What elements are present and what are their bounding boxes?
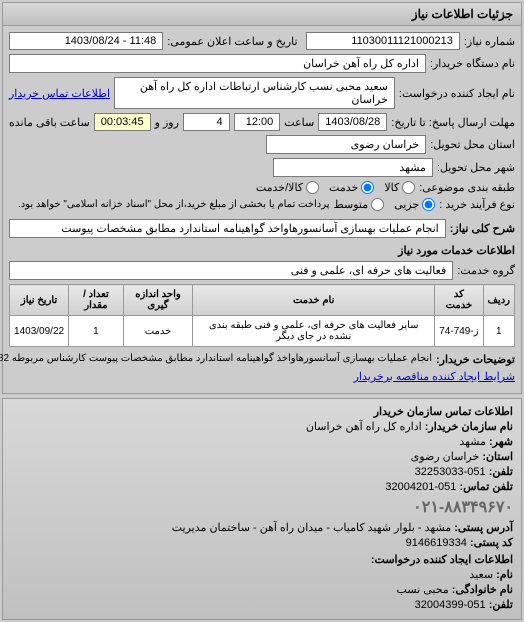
- buyer-org-label: نام دستگاه خریدار:: [430, 57, 515, 70]
- page-title: جزئیات اطلاعات نیاز: [2, 2, 522, 26]
- footer-postal-label: کد پستی:: [470, 537, 513, 549]
- purchase-type-label: نوع فرآیند خرید :: [439, 198, 515, 211]
- cell-unit: خدمت: [123, 316, 192, 347]
- group-value: فعالیت های حرفه ای، علمی و فنی: [9, 261, 453, 280]
- radio-service-label: خدمت: [329, 181, 358, 194]
- city-label: شهر محل تحویل:: [437, 161, 515, 174]
- col-date: تاریخ نیاز: [10, 285, 69, 316]
- purchase-type-note: پرداخت تمام یا بخشی از مبلغ خرید،از محل …: [18, 199, 330, 210]
- contact-link[interactable]: اطلاعات تماس خریدار: [9, 87, 110, 100]
- requester-label: نام ایجاد کننده درخواست:: [399, 87, 515, 100]
- cell-qty: 1: [69, 316, 124, 347]
- footer-section: اطلاعات تماس سازمان خریدار نام سازمان خر…: [2, 398, 522, 620]
- table-header-row: ردیف کد خدمت نام خدمت واحد اندازه گیری ت…: [10, 285, 515, 316]
- footer-address: مشهد - بلوار شهید کامیاب - میدان راه آهن…: [172, 522, 451, 534]
- services-table: ردیف کد خدمت نام خدمت واحد اندازه گیری ت…: [9, 284, 515, 347]
- main-section: شماره نیاز: 11030011121000213 تاریخ و سا…: [2, 26, 522, 394]
- footer-rphone-label: تلفن:: [489, 599, 513, 611]
- cell-code: ز-749-74: [435, 316, 483, 347]
- buyer-notes-value: انجام عملیات بهسازی آسانسورهاواخذ گواهین…: [0, 353, 432, 364]
- footer-province-label: استان:: [482, 451, 513, 463]
- remaining-label: ساعت باقی مانده: [9, 116, 90, 129]
- footer-fax: 051-32004201: [385, 481, 456, 493]
- remaining-time-value: 00:03:45: [94, 113, 151, 131]
- footer-phone-label: تلفن:: [489, 466, 513, 478]
- desc-label: شرح کلی نیاز:: [450, 222, 515, 235]
- province-value: خراسان رضوی: [266, 135, 426, 154]
- footer-province: خراسان رضوی: [411, 451, 480, 463]
- radio-service[interactable]: خدمت: [329, 181, 374, 194]
- footer-postal: 9146619334: [406, 537, 467, 549]
- footer-city-label: شهر:: [489, 436, 513, 448]
- requester-value: سعید محبی نسب کارشناس ارتباطات اداره کل …: [114, 77, 395, 109]
- col-row: ردیف: [483, 285, 514, 316]
- col-name: نام خدمت: [193, 285, 435, 316]
- main-container: جزئیات اطلاعات نیاز شماره نیاز: 11030011…: [0, 0, 524, 622]
- deadline-time-value: 12:00: [234, 113, 281, 131]
- table-row: 1 ز-749-74 سایر فعالیت های حرفه ای، علمی…: [10, 316, 515, 347]
- col-code: کد خدمت: [435, 285, 483, 316]
- footer-requester-section: اطلاعات ایجاد کننده درخواست:: [11, 553, 513, 566]
- classification-label: طبقه بندی موضوعی:: [419, 181, 515, 194]
- footer-city: مشهد: [459, 436, 486, 448]
- radio-medium-label: متوسط: [334, 198, 369, 211]
- classification-group: کالا خدمت کالا/خدمت: [256, 181, 415, 194]
- radio-goods[interactable]: کالا: [384, 181, 415, 194]
- days-sep-label: روز و: [155, 116, 179, 129]
- radio-both[interactable]: کالا/خدمت: [256, 181, 319, 194]
- footer-phone: 051-32253033: [415, 466, 486, 478]
- radio-partial-label: جزیی: [394, 198, 419, 211]
- col-qty: تعداد / مقدار: [69, 285, 124, 316]
- terms-link[interactable]: شرایط ایجاد کننده مناقصه برخریدار: [354, 370, 515, 383]
- footer-fname: سعید: [469, 569, 493, 581]
- footer-org-label: نام سازمان خریدار:: [425, 421, 513, 433]
- footer-title: اطلاعات تماس سازمان خریدار: [11, 405, 513, 418]
- footer-big-phone: ۰۲۱-۸۸۳۴۹۶۷۰: [11, 497, 513, 517]
- deadline-date-value: 1403/08/28: [318, 113, 387, 131]
- footer-rphone: 051-32004399: [415, 599, 486, 611]
- radio-medium[interactable]: متوسط: [334, 198, 385, 211]
- purchase-type-group: جزیی متوسط: [334, 198, 436, 211]
- deadline-days-value: 4: [183, 113, 230, 131]
- cell-date: 1403/09/22: [10, 316, 69, 347]
- buyer-notes-label: توضیحات خریدار:: [436, 353, 515, 366]
- col-unit: واحد اندازه گیری: [123, 285, 192, 316]
- radio-partial[interactable]: جزیی: [394, 198, 435, 211]
- desc-value: انجام عملیات بهسازی آسانسورهاواخذ گواهین…: [9, 219, 446, 238]
- request-no-label: شماره نیاز:: [464, 35, 515, 48]
- announce-value: 11:48 - 1403/08/24: [9, 32, 163, 50]
- time-label: ساعت: [284, 116, 314, 129]
- city-value: مشهد: [273, 158, 433, 177]
- cell-name: سایر فعالیت های حرفه ای، علمی و فنی طبقه…: [193, 316, 435, 347]
- services-section-title: اطلاعات خدمات مورد نیاز: [9, 244, 515, 257]
- footer-fax-label: تلفن تماس:: [459, 481, 513, 493]
- footer-lname: محبی نسب: [397, 584, 449, 596]
- footer-fname-label: نام:: [496, 569, 513, 581]
- buyer-org-value: اداره کل راه آهن خراسان: [9, 54, 426, 73]
- request-no-value: 11030011121000213: [306, 32, 460, 50]
- footer-address-label: آدرس پستی:: [454, 522, 513, 534]
- province-label: استان محل تحویل:: [430, 138, 515, 151]
- group-label: گروه خدمت:: [457, 264, 515, 277]
- footer-org: اداره کل راه آهن خراسان: [306, 421, 422, 433]
- radio-both-label: کالا/خدمت: [256, 181, 303, 194]
- cell-row: 1: [483, 316, 514, 347]
- deadline-from-label: مهلت ارسال پاسخ: تا تاریخ:: [391, 116, 515, 129]
- radio-goods-label: کالا: [384, 181, 399, 194]
- footer-lname-label: نام خانوادگی:: [452, 584, 513, 596]
- announce-label: تاریخ و ساعت اعلان عمومی:: [167, 35, 297, 48]
